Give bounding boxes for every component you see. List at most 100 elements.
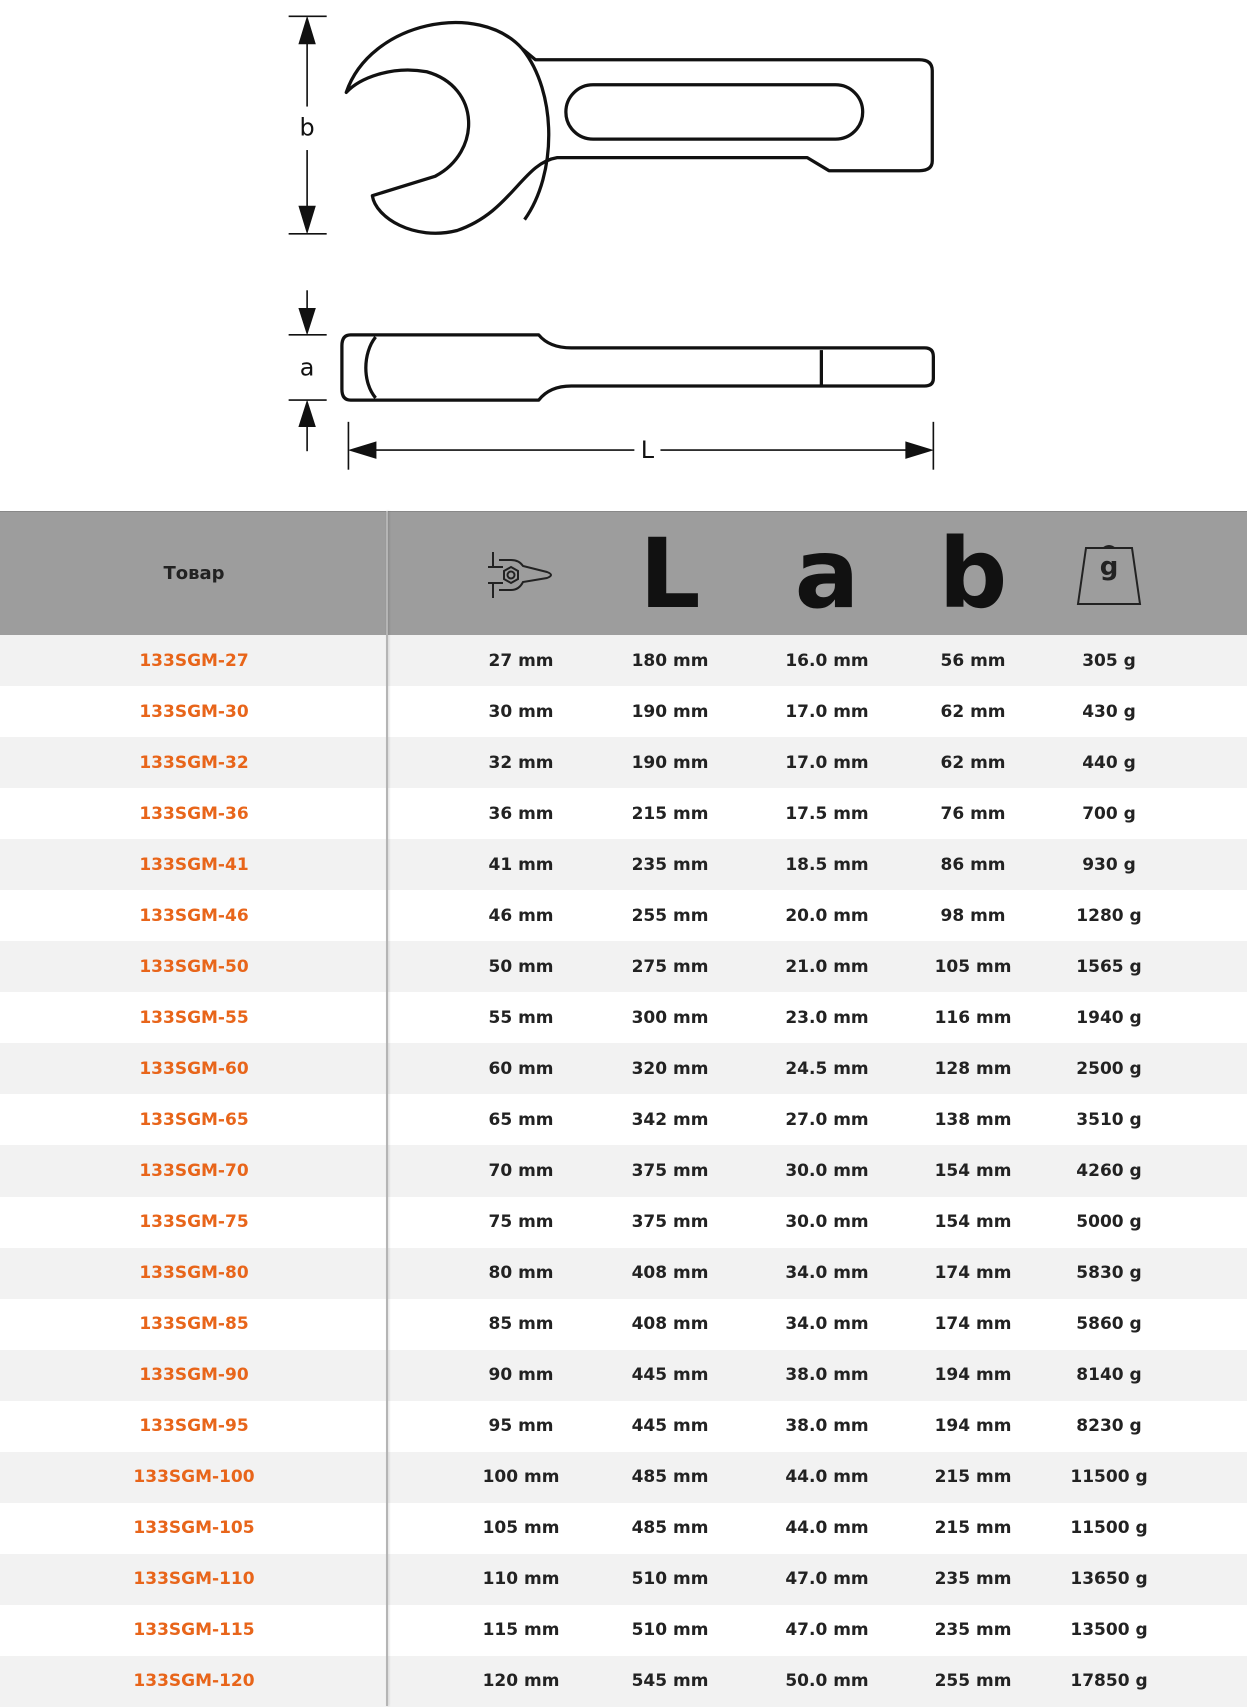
table-cell: 80 mm	[488, 1263, 554, 1284]
table-row: 133SGM-27 27 mm 180 mm 16.0 mm 56 mm 305 g	[0, 635, 1247, 687]
table-row: 133SGM-70 70 mm 375 mm 30.0 mm 154 mm 4260 g	[0, 1145, 1247, 1197]
table-cell: 5860 g	[1076, 1314, 1142, 1335]
table-cell: 174 mm	[934, 1314, 1012, 1335]
table-cell: 32 mm	[488, 752, 554, 773]
spec-table: Товар L a b g 133SGM-27 27	[0, 511, 1247, 1707]
table-cell: 30 mm	[488, 701, 554, 722]
table-cell: 138 mm	[934, 1109, 1012, 1130]
table-cell: 17.0 mm	[785, 752, 869, 773]
table-cell: 545 mm	[631, 1671, 709, 1692]
product-link[interactable]: 133SGM-60	[139, 1058, 249, 1079]
table-row: 133SGM-80 80 mm 408 mm 34.0 mm 174 mm 5830 g	[0, 1247, 1247, 1299]
table-cell: 21.0 mm	[785, 956, 869, 977]
product-link[interactable]: 133SGM-32	[139, 752, 249, 773]
table-cell: 34.0 mm	[785, 1263, 869, 1284]
dim-label: b	[300, 113, 315, 141]
table-cell: 445 mm	[631, 1365, 709, 1386]
table-cell: 30.0 mm	[785, 1212, 869, 1233]
product-link[interactable]: 133SGM-80	[139, 1263, 249, 1284]
product-link[interactable]: 133SGM-36	[139, 803, 249, 824]
table-row: 133SGM-41 41 mm 235 mm 18.5 mm 86 mm 930 g	[0, 839, 1247, 891]
product-link[interactable]: 133SGM-55	[139, 1007, 249, 1028]
table-cell: 85 mm	[488, 1314, 554, 1335]
table-cell: 2500 g	[1076, 1058, 1142, 1079]
table-cell: 27 mm	[488, 650, 554, 671]
table-cell: 98 mm	[940, 905, 1006, 926]
table-row: 133SGM-32 32 mm 190 mm 17.0 mm 62 mm 440 g	[0, 737, 1247, 789]
product-link[interactable]: 133SGM-115	[133, 1620, 255, 1641]
table-cell: 174 mm	[934, 1263, 1012, 1284]
table-row: 133SGM-90 90 mm 445 mm 38.0 mm 194 mm 8140 g	[0, 1349, 1247, 1401]
product-link[interactable]: 133SGM-30	[139, 701, 249, 722]
table-cell: 375 mm	[631, 1160, 709, 1181]
table-cell: 47.0 mm	[785, 1569, 869, 1590]
product-link[interactable]: 133SGM-95	[139, 1416, 249, 1437]
product-link[interactable]: 133SGM-85	[139, 1314, 249, 1335]
table-cell: 930 g	[1082, 854, 1136, 875]
table-cell: 190 mm	[631, 701, 709, 722]
dim-label: L	[641, 436, 655, 464]
product-link[interactable]: 133SGM-75	[139, 1212, 249, 1233]
header-icon: L	[639, 517, 701, 630]
wrench-diagram: b a L	[288, 15, 935, 470]
table-cell: 75 mm	[488, 1212, 554, 1233]
table-row: 133SGM-50 50 mm 275 mm 21.0 mm 105 mm 1565 g	[0, 941, 1247, 993]
table-cell: 60 mm	[488, 1058, 554, 1079]
product-link[interactable]: 133SGM-90	[139, 1365, 249, 1386]
table-cell: 95 mm	[488, 1416, 554, 1437]
header-icon: a	[794, 517, 860, 630]
weight-label: g	[1099, 551, 1119, 582]
table-row: 133SGM-110 110 mm 510 mm 47.0 mm 235 mm 13650…	[0, 1553, 1247, 1605]
table-cell: 275 mm	[631, 956, 709, 977]
table-cell: 194 mm	[934, 1365, 1012, 1386]
product-link[interactable]: 133SGM-65	[139, 1109, 249, 1130]
table-cell: 105 mm	[934, 956, 1012, 977]
table-cell: 700 g	[1082, 803, 1136, 824]
table-row: 133SGM-36 36 mm 215 mm 17.5 mm 76 mm 700 g	[0, 788, 1247, 839]
table-cell: 510 mm	[631, 1620, 709, 1641]
table-cell: 485 mm	[631, 1467, 709, 1488]
product-link[interactable]: 133SGM-100	[133, 1467, 255, 1488]
table-cell: 215 mm	[934, 1467, 1012, 1488]
table-row: 133SGM-85 85 mm 408 mm 34.0 mm 174 mm 5860 g	[0, 1299, 1247, 1350]
table-cell: 86 mm	[940, 854, 1006, 875]
product-link[interactable]: 133SGM-105	[133, 1518, 255, 1539]
table-cell: 17850 g	[1070, 1671, 1148, 1692]
table-cell: 408 mm	[631, 1314, 709, 1335]
table-cell: 20.0 mm	[785, 905, 869, 926]
table-row: 133SGM-75 75 mm 375 mm 30.0 mm 154 mm 5000 g	[0, 1197, 1247, 1248]
table-cell: 23.0 mm	[785, 1007, 869, 1028]
table-cell: 44.0 mm	[785, 1518, 869, 1539]
header-icon	[485, 512, 557, 635]
table-cell: 62 mm	[940, 752, 1006, 773]
table-cell: 105 mm	[482, 1518, 560, 1539]
table-cell: 30.0 mm	[785, 1160, 869, 1181]
table-cell: 4260 g	[1076, 1160, 1142, 1181]
table-cell: 154 mm	[934, 1212, 1012, 1233]
table-row: 133SGM-30 30 mm 190 mm 17.0 mm 62 mm 430 g	[0, 686, 1247, 737]
table-cell: 1940 g	[1076, 1007, 1142, 1028]
table-row: 133SGM-95 95 mm 445 mm 38.0 mm 194 mm 8230 g	[0, 1401, 1247, 1452]
product-link[interactable]: 133SGM-41	[139, 854, 249, 875]
product-link[interactable]: 133SGM-46	[139, 905, 249, 926]
table-cell: 65 mm	[488, 1109, 554, 1130]
product-link[interactable]: 133SGM-27	[139, 650, 249, 671]
table-cell: 408 mm	[631, 1263, 709, 1284]
table-cell: 38.0 mm	[785, 1416, 869, 1437]
header-icon: b	[938, 517, 1008, 630]
table-cell: 27.0 mm	[785, 1109, 869, 1130]
table-cell: 194 mm	[934, 1416, 1012, 1437]
product-link[interactable]: 133SGM-70	[139, 1160, 249, 1181]
table-cell: 17.5 mm	[785, 803, 869, 824]
product-link[interactable]: 133SGM-110	[133, 1569, 255, 1590]
table-row: 133SGM-105 105 mm 485 mm 44.0 mm 215 mm 11500…	[0, 1503, 1247, 1554]
table-cell: 342 mm	[631, 1109, 709, 1130]
table-cell: 24.5 mm	[785, 1058, 869, 1079]
table-cell: 128 mm	[934, 1058, 1012, 1079]
product-link[interactable]: 133SGM-50	[139, 956, 249, 977]
product-link[interactable]: 133SGM-120	[133, 1671, 255, 1692]
table-cell: 1565 g	[1076, 956, 1142, 977]
table-cell: 50 mm	[488, 956, 554, 977]
table-cell: 62 mm	[940, 701, 1006, 722]
